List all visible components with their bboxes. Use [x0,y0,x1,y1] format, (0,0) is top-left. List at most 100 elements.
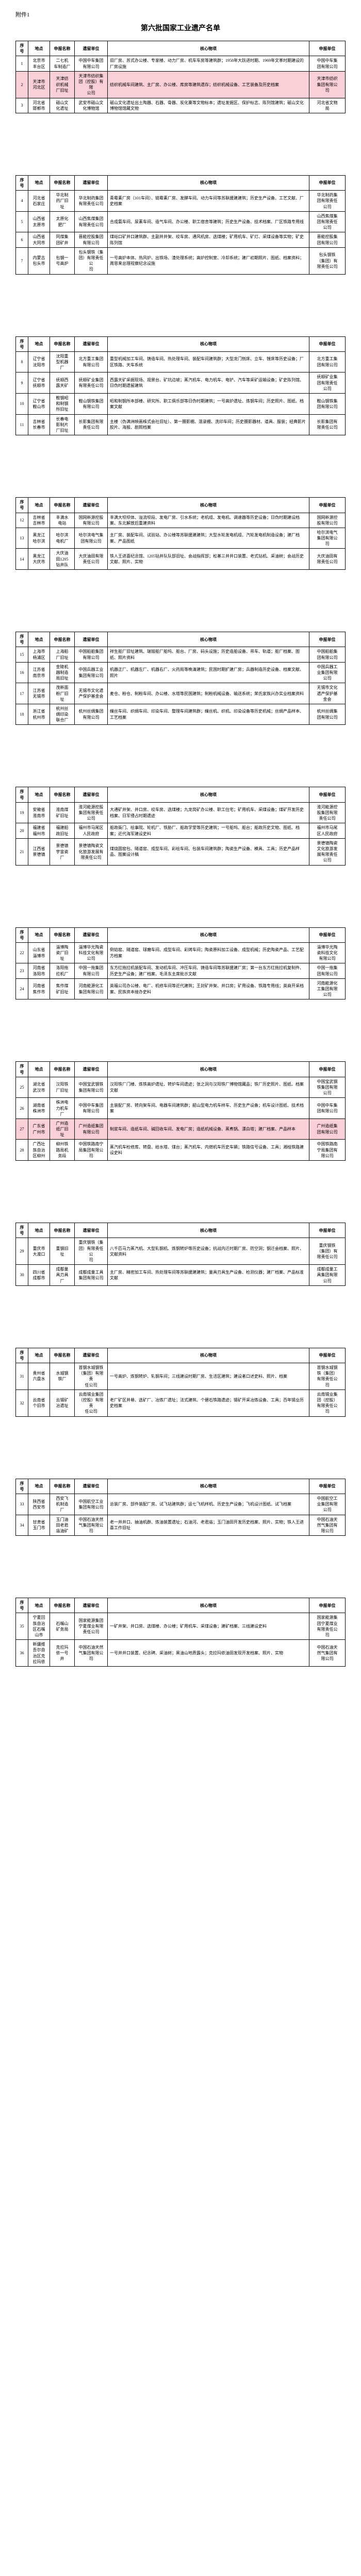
cell-desc: 纺织机械车间建筑、主厂房、办公楼、库房等建筑遗存；纺织机械设备、工艺装备及历史档… [108,71,309,98]
col-header: 申报单位 [309,41,346,56]
cell-name: 株洲电力机车厂 [50,1098,75,1119]
col-header: 遗留单位 [75,1062,108,1077]
cell-neg: 抚顺矿业集团有限责任公司 [309,372,346,394]
table-row: 15上海市杨浦区上海船厂旧址中国船舶集团有限公司祥生船厂旧址建筑、瑞镕船厂船坞、… [16,647,346,662]
cell-loc: 内蒙古包头市 [28,247,50,274]
col-header: 遗留单位 [75,1479,108,1494]
cell-loc: 黑龙江哈尔滨 [28,528,50,549]
cell-loc: 福建省福州市 [28,823,50,838]
cell-desc: 西露天矿采掘现场、观景台、矿坑边坡；蒸汽机车、电力机车、电铲、汽车等采矿运输设备… [108,372,309,394]
cell-desc: 铁人王进喜纪念馆、1205钻井队队部旧址、会战指挥部；松基三井井口装置、老式钻机… [108,549,309,570]
cell-name: 柳州铁路局机务段 [50,1140,75,1161]
cell-desc: 合成氨车间、尿素车间、造气车间、办公楼、职工宿舍等建筑；历史生产设备、技术档案、… [108,211,309,232]
table-row: 28广西壮族自治区柳州柳州铁路局机务段中国铁路南宁局集团有限公司蒸汽机车检修库、… [16,1140,346,1161]
cell-desc: 磁山文化遗址出土陶器、石器、骨器、炭化粟等文物标本；遗址发掘区、保护标志、陈列馆… [108,98,309,113]
cell-seq: 33 [16,1494,28,1515]
cell-loc: 江苏省南京市 [28,662,50,683]
col-header: 序号 [16,1598,28,1613]
cell-seq: 36 [16,1640,28,1667]
cell-loc: 安徽省淮南市 [28,802,50,823]
col-header: 序号 [16,1223,28,1238]
cell-loc: 新疆维吾尔自治区克拉玛依 [28,1640,50,1667]
cell-desc: 昭和制钢所本部楼、研究所、职工俱乐部等日伪时期建筑；一号高炉遗址、炼钢车间；历史… [108,394,309,415]
page: 序号地点申报名称遗留单位核心物项申报单位15上海市杨浦区上海船厂旧址中国船舶集团… [15,632,346,725]
table-row: 7内蒙古包头市包钢一号高炉包头钢铁（集团）有限责任公司一号高炉本体、热风炉、出铁… [16,247,346,274]
cell-loc: 甘肃省玉门市 [28,1515,50,1536]
table-row: 4河北省石家庄华北制药厂旧址华北制药集团有限责任公司青霉素厂房（101车间）、链… [16,191,346,212]
cell-unit: 抚顺矿业集团有限责任公司 [75,372,108,394]
table-row: 30四川省成都市成都量具刃具厂成都成量工具集团有限公司主厂房、精密加工车间、热处… [16,1265,346,1286]
cell-seq: 15 [16,647,28,662]
cell-neg: 中国航空工业集团有限公司 [309,1494,346,1515]
col-header: 遗留单位 [75,632,108,647]
cell-neg: 华北制药集团有限责任公司 [309,191,346,212]
cell-seq: 27 [16,1118,28,1140]
cell-loc: 江苏省无锡市 [28,683,50,704]
cell-unit: 包头钢铁（集团）有限责任公司 [75,247,108,274]
cell-desc: 主装配厂房、转向架车间、电器车间建筑群；韶山型电力机车样车、历史生产设备；机车设… [108,1098,309,1119]
cell-loc: 陕西省西安市 [28,1494,50,1515]
cell-loc: 吉林省吉林市 [28,513,50,528]
cell-seq: 17 [16,683,28,704]
pages-container: 序号地点申报名称遗留单位核心物项申报单位1北京市丰台区二七机车制造厂中国中车集团… [15,41,346,1667]
cell-unit: 国家能源集团宁夏煤业有限责任公司 [75,1613,108,1640]
cell-neg: 中国石油天然气集团有限公司 [309,1515,346,1536]
cell-neg: 中国船舶集团有限公司 [309,647,346,662]
col-header: 申报单位 [309,787,346,802]
col-header: 申报单位 [309,1479,346,1494]
cell-seq: 13 [16,528,28,549]
cell-neg: 晋能控股集团有限公司 [309,232,346,247]
cell-name: 同煤集团矿井 [50,232,75,247]
cell-unit: 哈尔滨电气集团有限公司 [75,528,108,549]
cell-unit: 山西焦煤集团有限责任公司 [75,211,108,232]
cell-desc: 青霉素厂房（101车间）、链霉素厂房、发酵车间、动力车间等苏联援建建筑；历史生产… [108,191,309,212]
cell-loc: 江西省景德镇 [28,838,50,865]
cell-seq: 34 [16,1515,28,1536]
cell-name: 玉门油田老君庙油矿 [50,1515,75,1536]
cell-name: 太原化肥厂 [50,211,75,232]
cell-name: 金陵机器制造局旧址 [50,662,75,683]
page: 序号地点申报名称遗留单位核心物项申报单位22山东省淄博市淄博陶瓷厂旧址淄博华光陶… [15,927,346,1000]
cell-seq: 29 [16,1238,28,1265]
col-header: 申报单位 [309,1348,346,1363]
col-header: 地点 [28,1479,50,1494]
col-header: 申报单位 [309,175,346,190]
cell-seq: 10 [16,394,28,415]
table-row: 26湖南省株洲市株洲电力机车厂中国中车集团有限公司主装配厂房、转向架车间、电器车… [16,1098,346,1119]
col-header: 申报名称 [50,1062,75,1077]
cell-neg: 福州市马尾区人民政府 [309,823,346,838]
cell-seq: 7 [16,247,28,274]
cell-unit: 中国兵器工业集团有限公司 [75,662,108,683]
cell-seq: 31 [16,1363,28,1390]
col-header: 遗留单位 [75,787,108,802]
cell-desc: 主厂房、装配车间、试验站、办公楼等苏联援建建筑；大型水轮发电机组、汽轮发电机制造… [108,528,309,549]
table-row: 17江苏省无锡市茂新面粉厂旧址无锡市文化遗产保护基金会麦仓、粉仓、制粉车间、办公… [16,683,346,704]
col-header: 申报单位 [309,632,346,647]
cell-neg: 中国一拖集团有限公司 [309,963,346,978]
cell-desc: 老厂矿区井巷、选矿厂、冶炼厂遗址；法式建筑、个碧石铁路遗迹；锡矿开采冶炼设备、工… [108,1389,309,1416]
cell-neg: 中国宝武钢铁集团有限公司 [309,1077,346,1098]
cell-name: 淄博陶瓷厂旧址 [50,942,75,963]
cell-desc: 重型机械加工车间、铸造车间、热处理车间、装配车间建筑群；大型龙门刨床、立车、镗床… [108,351,309,372]
cell-neg: 云南锡业集团（控股）有限责任公司 [309,1389,346,1416]
heritage-table: 序号地点申报名称遗留单位核心物项申报单位15上海市杨浦区上海船厂旧址中国船舶集团… [15,632,346,725]
cell-unit: 景德镇陶瓷文化旅游发展有限责任公司 [75,838,108,865]
cell-desc: 煤烧圆窑包、隧道窑、成型车间、彩绘车间、包装车间建筑群；陶瓷生产设备、模具、工具… [108,838,309,865]
col-header: 核心物项 [108,1598,309,1613]
document-title: 第六批国家工业遗产名单 [15,23,346,33]
cell-seq: 19 [16,802,28,823]
cell-seq: 4 [16,191,28,212]
cell-neg: 中国中车集团有限公司 [309,1098,346,1119]
col-header: 申报名称 [50,1348,75,1363]
cell-neg: 景德镇陶瓷文化旅游发展有限责任公司 [309,838,346,865]
cell-desc: 麦仓、粉仓、制粉车间、办公楼、水塔等民国建筑；制粉机械设备、输送系统；荣氏家族兴… [108,683,309,704]
col-header: 申报名称 [50,787,75,802]
table-row: 11吉林省长春市长春电影制片厂旧址长影集团有限责任公司主楼（伪满洲映画株式会社旧… [16,414,346,435]
cell-loc: 天津市河北区 [28,71,50,98]
cell-loc: 辽宁省抚顺市 [28,372,50,394]
col-header: 核心物项 [108,927,309,942]
cell-seq: 23 [16,963,28,978]
col-header: 地点 [28,1062,50,1077]
cell-neg: 国家能源集团宁夏煤业有限责任公司 [309,1613,346,1640]
cell-seq: 2 [16,71,28,98]
